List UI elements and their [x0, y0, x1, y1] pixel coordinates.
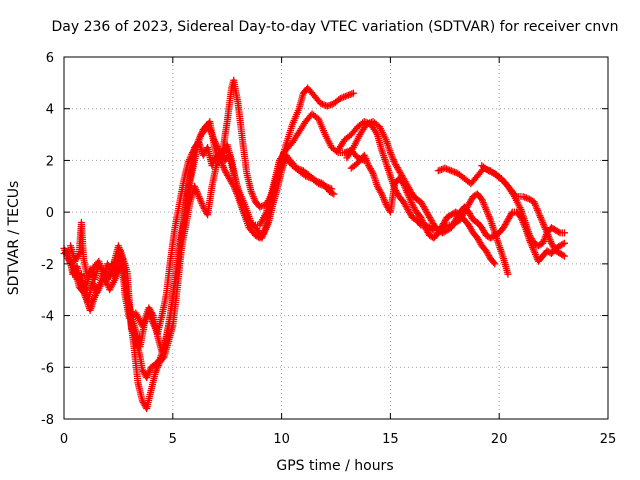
- data-point: [368, 168, 376, 176]
- y-tick-label: -4: [41, 310, 54, 325]
- x-tick-label: 15: [382, 432, 399, 447]
- data-point: [560, 239, 568, 247]
- data-point: [490, 259, 498, 267]
- data-point: [192, 142, 200, 150]
- x-tick-label: 5: [169, 432, 177, 447]
- y-tick-label: -8: [41, 413, 54, 428]
- series: [478, 162, 568, 250]
- data-point: [328, 189, 336, 197]
- data-point: [349, 89, 357, 97]
- data-point: [377, 188, 385, 196]
- series: [347, 151, 499, 268]
- data-point: [159, 354, 167, 362]
- x-tick-label: 20: [491, 432, 508, 447]
- y-tick-label: 6: [46, 51, 54, 66]
- series: [67, 110, 368, 351]
- data-point: [560, 229, 568, 237]
- y-tick-label: -2: [41, 258, 54, 273]
- data-point: [248, 220, 256, 228]
- x-tick-label: 0: [60, 432, 68, 447]
- data-point: [507, 210, 515, 218]
- data-point: [555, 228, 563, 236]
- data-point: [330, 190, 338, 198]
- data-point: [504, 270, 512, 278]
- y-tick-label: 4: [46, 103, 54, 118]
- x-axis-label: GPS time / hours: [276, 458, 393, 474]
- data-point: [491, 260, 499, 268]
- y-tick-label: 0: [46, 206, 54, 221]
- chart-title: Day 236 of 2023, Sidereal Day-to-day VTE…: [52, 19, 619, 35]
- plot-frame: [63, 56, 609, 420]
- x-tick-label: 10: [273, 432, 290, 447]
- data-point: [559, 240, 567, 248]
- axis-ticks: 0 5 10 15 20 25 -8 -6 -4 -2 0 2 4 6: [41, 51, 616, 447]
- x-tick-label: 25: [600, 432, 617, 447]
- y-axis-label: SDTVAR / TECUs: [6, 181, 22, 296]
- series: [60, 120, 338, 382]
- data-point: [559, 251, 567, 259]
- data-point: [218, 153, 226, 161]
- data-points: [60, 76, 568, 413]
- data-point: [560, 252, 568, 260]
- grid-lines: [64, 57, 608, 419]
- y-tick-label: -6: [41, 361, 54, 376]
- y-tick-label: 2: [46, 154, 54, 169]
- series: [60, 138, 336, 356]
